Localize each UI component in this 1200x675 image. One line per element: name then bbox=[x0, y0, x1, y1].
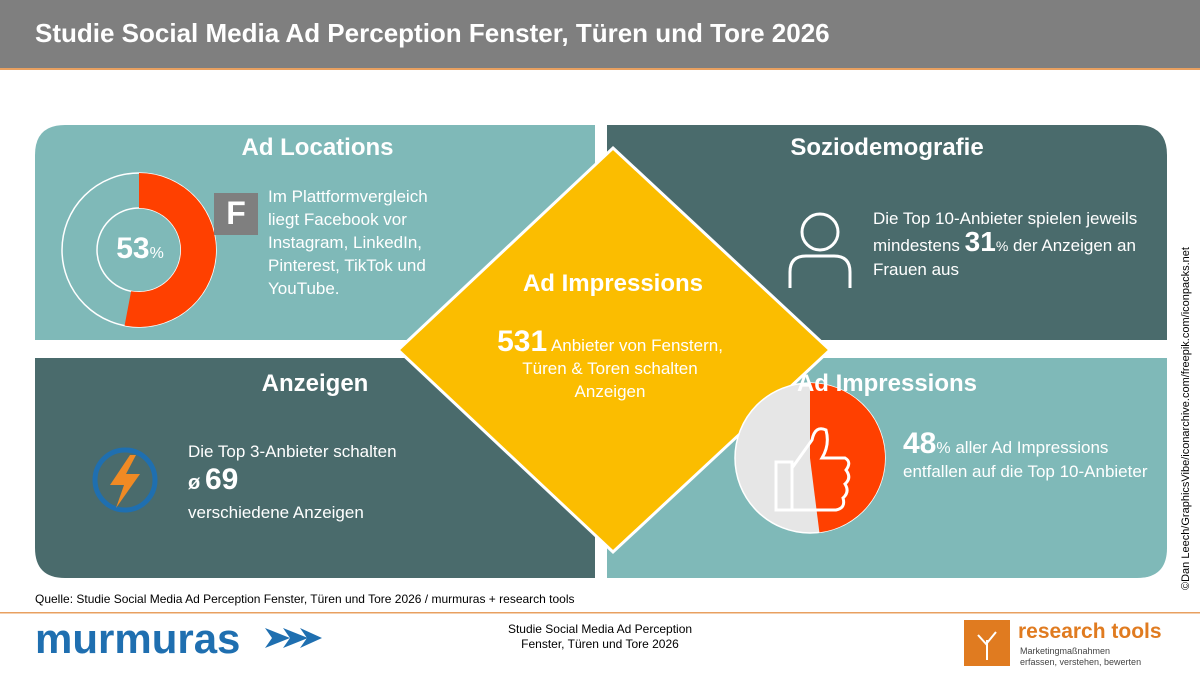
header-rule bbox=[0, 68, 1200, 70]
footer-center: Studie Social Media Ad Perception Fenster… bbox=[450, 622, 750, 652]
panel-title: Soziodemografie bbox=[790, 134, 984, 161]
credit: ©Dan Leech/GraphicsVibe/iconarchive.com/… bbox=[1180, 247, 1192, 590]
unit: % bbox=[995, 238, 1009, 254]
facebook-icon bbox=[214, 193, 258, 235]
value: 31 bbox=[964, 226, 996, 257]
panel-text: Die Top 3-Anbieter schalten ø 69 verschied… bbox=[188, 440, 448, 524]
value: 531 bbox=[497, 325, 548, 358]
center-title: Ad Impressions bbox=[522, 270, 704, 297]
panel-title: Anzeigen bbox=[261, 370, 369, 397]
page-title: Studie Social Media Ad Perception Fenste… bbox=[35, 18, 830, 48]
tree-icon bbox=[977, 631, 997, 660]
lightning-icon bbox=[110, 455, 140, 508]
value: 69 bbox=[204, 463, 239, 496]
header-bar bbox=[0, 0, 1200, 68]
person-icon bbox=[788, 212, 852, 288]
murmuras-logo: murmuras bbox=[35, 615, 241, 662]
text: verschiedene Anzeigen bbox=[188, 503, 364, 522]
text: der Anzeigen an Frauen aus bbox=[873, 236, 1136, 279]
center-text: 531 Anbieter von Fenstern, Türen & Toren… bbox=[490, 327, 730, 403]
text: Fenster, Türen und Tore 2026 bbox=[521, 637, 679, 651]
panel-title: Ad Impressions bbox=[796, 370, 978, 397]
center-diamond bbox=[395, 145, 833, 555]
murmuras-arrows bbox=[265, 628, 322, 648]
value: 53 bbox=[116, 232, 150, 265]
lightning-ring bbox=[92, 447, 158, 513]
research-tools-name: research tools bbox=[1018, 620, 1162, 643]
unit: % bbox=[149, 245, 164, 262]
text: Marketingmaßnahmen bbox=[1020, 646, 1111, 656]
panel-text: Im Plattformvergleich liegt Facebook vor… bbox=[268, 187, 428, 298]
panel-anzeigen bbox=[35, 358, 595, 578]
text: Die Top 3-Anbieter schalten bbox=[188, 442, 397, 461]
footer-rule bbox=[0, 612, 1200, 614]
thumbs-up-icon bbox=[774, 427, 851, 512]
text: Anbieter von Fenstern, Türen & Toren sch… bbox=[522, 336, 723, 401]
source: Quelle: Studie Social Media Ad Perceptio… bbox=[35, 592, 575, 606]
symbol: ø bbox=[188, 472, 201, 494]
panel-text: Die Top 10-Anbieter spielen jeweils mind… bbox=[873, 207, 1153, 281]
facebook-letter: F bbox=[226, 195, 246, 231]
text: Die Top 10-Anbieter spielen jeweils mind… bbox=[873, 209, 1138, 255]
unit: % bbox=[936, 440, 951, 457]
text: aller Ad Impressions entfallen auf die T… bbox=[903, 438, 1148, 481]
tagline: Marketingmaßnahmen erfassen, verstehen, b… bbox=[1020, 646, 1141, 668]
text: Studie Social Media Ad Perception bbox=[507, 622, 693, 636]
donut-segment bbox=[124, 173, 217, 327]
text: erfassen, verstehen, bewerten bbox=[1020, 657, 1142, 667]
panel-title: Ad Locations bbox=[241, 134, 394, 161]
panel-text: 48% aller Ad Impressions entfallen auf d… bbox=[903, 429, 1153, 483]
value: 48 bbox=[903, 427, 937, 460]
donut-label: 53% bbox=[105, 232, 175, 266]
pie-segment bbox=[810, 383, 886, 533]
